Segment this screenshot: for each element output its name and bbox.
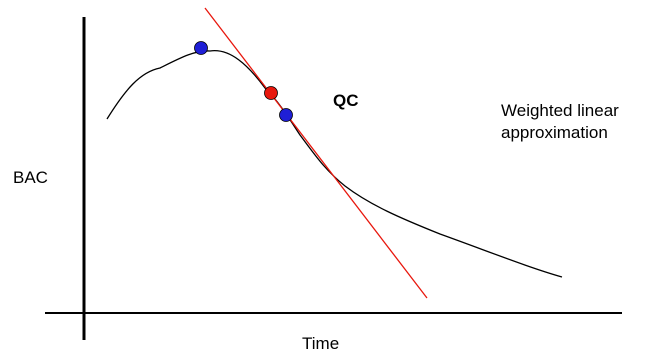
- peak-point: [194, 41, 208, 55]
- x-axis-label: Time: [302, 334, 339, 353]
- qc-point: [264, 86, 278, 100]
- approximation-label-line2: approximation: [501, 123, 608, 142]
- bac-curve: [106, 50, 563, 278]
- qc-label: QC: [333, 91, 359, 110]
- y-axis-label: BAC: [13, 168, 48, 187]
- sample-point: [279, 108, 293, 122]
- approximation-label-line1: Weighted linear: [501, 101, 619, 120]
- linear-approximation-line: [204, 7, 428, 299]
